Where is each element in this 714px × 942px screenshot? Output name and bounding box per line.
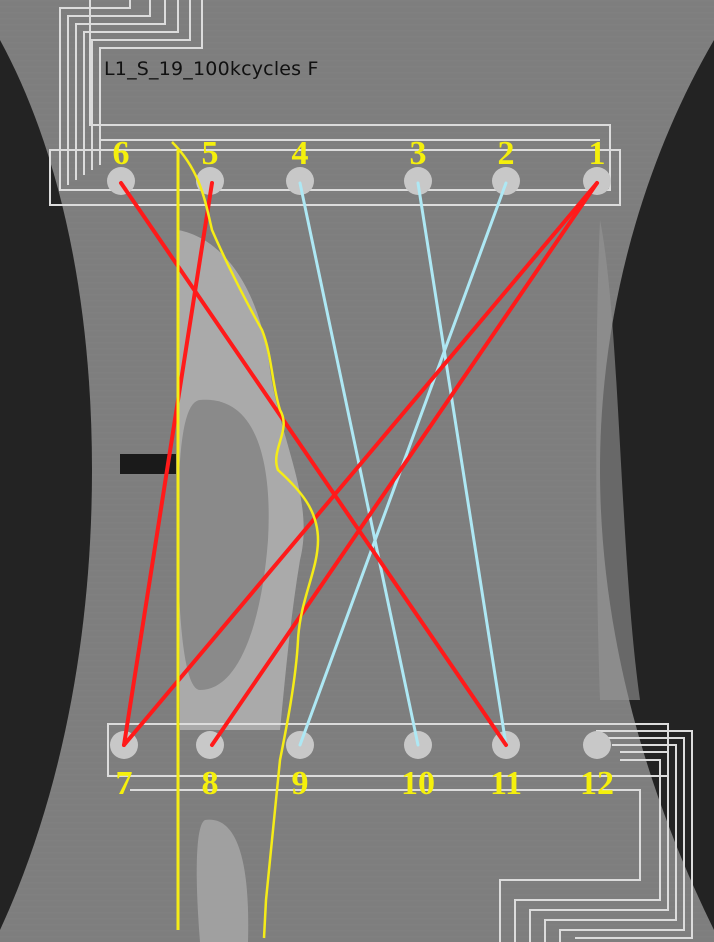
label-5: 5 bbox=[202, 135, 219, 172]
bottom-labels: 7 8 9 10 11 12 bbox=[116, 765, 615, 802]
damage-lower bbox=[196, 819, 249, 942]
specimen-caption: L1_S_19_100kcycles F bbox=[104, 58, 319, 80]
label-2: 2 bbox=[498, 135, 515, 172]
crack-front-line bbox=[171, 141, 320, 939]
path-1-7 bbox=[122, 181, 599, 747]
electrode-6 bbox=[107, 167, 135, 195]
label-1: 1 bbox=[589, 135, 606, 172]
top-labels: 6 5 4 3 2 1 bbox=[113, 135, 606, 172]
label-3: 3 bbox=[410, 135, 427, 172]
top-circuit-traces bbox=[49, 0, 621, 206]
path-6-11 bbox=[119, 181, 508, 747]
electrode-2 bbox=[492, 167, 520, 195]
path-5-7 bbox=[122, 181, 214, 747]
path-1-8 bbox=[210, 181, 599, 747]
label-12: 12 bbox=[580, 765, 614, 802]
electrode-12 bbox=[583, 731, 611, 759]
red-measurement-paths bbox=[119, 181, 599, 747]
notch bbox=[120, 454, 176, 474]
label-11: 11 bbox=[490, 765, 522, 802]
electrode-5 bbox=[196, 167, 224, 195]
label-7: 7 bbox=[116, 765, 133, 802]
electrode-3 bbox=[404, 167, 432, 195]
electrode-4 bbox=[286, 167, 314, 195]
path-3-11 bbox=[416, 181, 508, 747]
label-4: 4 bbox=[292, 135, 309, 172]
label-6: 6 bbox=[113, 135, 130, 172]
label-8: 8 bbox=[202, 765, 219, 802]
specimen-right-region bbox=[596, 220, 640, 700]
damage-core bbox=[178, 399, 269, 690]
label-10: 10 bbox=[401, 765, 435, 802]
bottom-circuit-traces bbox=[107, 723, 693, 942]
label-9: 9 bbox=[292, 765, 309, 802]
